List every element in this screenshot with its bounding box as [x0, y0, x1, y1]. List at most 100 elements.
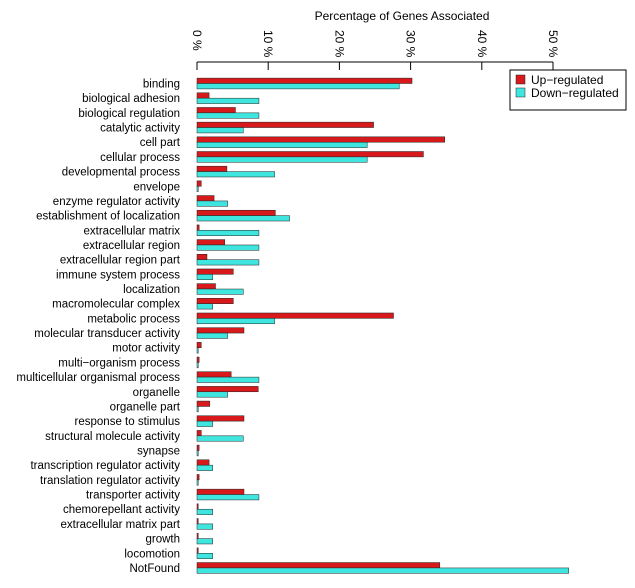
category-label: localization — [123, 284, 180, 296]
up-regulated-bar — [196, 356, 200, 363]
up-regulated-bar — [196, 92, 210, 99]
category-label: chemorepellant activity — [63, 504, 180, 516]
down-regulated-bar — [196, 244, 260, 251]
category-label: catalytic activity — [100, 123, 180, 135]
category-label: establishment of localization — [36, 211, 180, 223]
category-label: enzyme regulator activity — [53, 196, 180, 208]
up-regulated-bar — [196, 77, 413, 84]
x-axis: 0 % 10 % 20 % 30 % 40 % 50 % — [190, 30, 560, 70]
up-regulated-bar — [196, 180, 202, 187]
legend-swatch — [515, 74, 526, 85]
up-regulated-bar — [196, 224, 200, 231]
category-label: cellular process — [100, 152, 180, 164]
category-label: organelle — [133, 387, 180, 399]
up-regulated-bar — [196, 547, 199, 554]
category-label: molecular transducer activity — [34, 328, 180, 340]
category-label: structural molecule activity — [45, 431, 180, 443]
down-regulated-bar — [196, 567, 569, 574]
x-axis-title: Percentage of Genes Associated — [315, 9, 490, 23]
down-regulated-bar — [196, 318, 275, 325]
down-regulated-bar — [196, 230, 260, 236]
category-label: biological regulation — [78, 108, 180, 120]
legend-swatch — [515, 87, 526, 98]
category-label: metabolic process — [87, 313, 180, 325]
category-label: organelle part — [110, 401, 181, 413]
category-label: extracellular region — [83, 240, 180, 252]
category-label: multicellular organismal process — [16, 372, 180, 384]
up-regulated-bar — [196, 386, 259, 393]
up-regulated-bar — [196, 283, 216, 290]
legend-box — [509, 69, 627, 111]
x-tick-label: 40 % — [475, 30, 489, 58]
up-regulated-bar — [196, 136, 446, 143]
down-regulated-bar — [196, 479, 199, 486]
up-regulated-bar — [196, 371, 232, 378]
down-regulated-bar — [196, 259, 260, 266]
up-regulated-bar — [196, 444, 200, 451]
up-regulated-bar — [196, 195, 215, 202]
up-regulated-bar — [196, 474, 200, 481]
up-regulated-bar — [196, 312, 394, 319]
category-label: extracellular region part — [60, 255, 181, 267]
up-regulated-bar — [196, 298, 234, 304]
legend-label: Down−regulated — [531, 86, 619, 100]
category-label: growth — [145, 534, 180, 546]
category-label: motor activity — [112, 343, 180, 355]
category-label: envelope — [133, 181, 180, 193]
up-regulated-bar — [196, 400, 211, 407]
down-regulated-bar — [196, 332, 228, 339]
down-regulated-bar — [196, 435, 244, 442]
down-regulated-bar — [196, 523, 213, 530]
down-regulated-bar — [196, 508, 213, 515]
up-regulated-bar — [196, 165, 228, 172]
down-regulated-bar — [196, 156, 368, 163]
down-regulated-bar — [196, 97, 260, 104]
down-regulated-bar — [196, 112, 260, 119]
category-label: locomotion — [124, 548, 180, 560]
category-label: macromolecular complex — [52, 299, 180, 311]
up-regulated-bar — [196, 151, 424, 158]
up-regulated-bar — [196, 268, 234, 275]
legend-label: Up−regulated — [531, 73, 603, 87]
down-regulated-bar — [196, 494, 260, 501]
up-regulated-bar — [196, 562, 441, 569]
down-regulated-bar — [196, 141, 368, 148]
up-regulated-bar — [196, 488, 245, 495]
x-tick-label: 20 % — [332, 30, 346, 58]
x-tick-label: 50 % — [546, 30, 560, 58]
category-label: extracellular matrix part — [60, 519, 180, 531]
category-label: synapse — [137, 446, 180, 458]
down-regulated-bar — [196, 391, 228, 398]
down-regulated-bar — [196, 186, 199, 192]
up-regulated-bar — [196, 415, 245, 422]
category-label: response to stimulus — [75, 416, 181, 428]
up-regulated-bar — [196, 209, 276, 216]
up-regulated-bar — [196, 107, 236, 114]
category-label: cell part — [140, 137, 181, 149]
category-label: transcription regulator activity — [30, 460, 180, 472]
down-regulated-bar — [196, 303, 213, 310]
down-regulated-bar — [196, 450, 199, 457]
x-tick-label: 0 % — [190, 30, 204, 51]
down-regulated-bar — [196, 274, 213, 280]
up-regulated-bar — [196, 239, 226, 246]
up-regulated-bar — [196, 503, 199, 510]
up-regulated-bar — [196, 518, 199, 525]
category-label: immune system process — [56, 269, 180, 281]
up-regulated-bar — [196, 342, 202, 348]
up-regulated-bar — [196, 532, 199, 539]
down-regulated-bar — [196, 171, 275, 178]
up-regulated-bar — [196, 430, 202, 437]
down-regulated-bar — [196, 376, 260, 383]
down-regulated-bar — [196, 420, 213, 427]
up-regulated-bar — [196, 327, 245, 334]
down-regulated-bar — [196, 464, 213, 471]
down-regulated-bar — [196, 200, 228, 207]
down-regulated-bar — [196, 288, 244, 295]
x-tick-label: 10 % — [261, 30, 275, 58]
category-label: extracellular matrix — [84, 225, 181, 237]
category-label: developmental process — [62, 167, 181, 179]
up-regulated-bar — [196, 459, 210, 466]
